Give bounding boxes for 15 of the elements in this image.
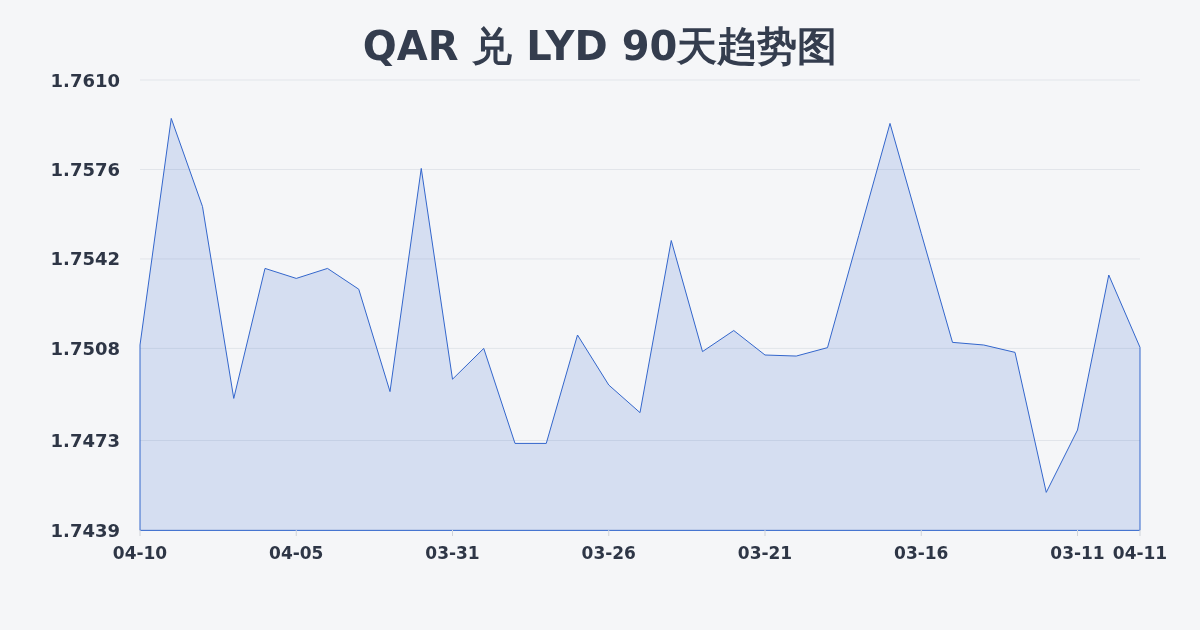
x-tick-label: 04-11	[1112, 543, 1168, 563]
y-tick-label: 1.7542	[50, 248, 120, 270]
y-tick-label: 1.7576	[50, 158, 120, 180]
x-tick-label: 03-21	[737, 543, 793, 563]
x-tick-label: 04-05	[269, 543, 324, 563]
y-tick-label: 1.7508	[50, 337, 120, 359]
x-tick-label: 03-26	[581, 543, 636, 563]
y-tick-label: 1.7610	[50, 69, 120, 91]
x-tick-label: 03-31	[425, 543, 480, 563]
y-tick-label: 1.7439	[50, 519, 120, 541]
x-tick-label: 04-10	[112, 543, 168, 563]
x-tick-label: 03-16	[894, 543, 949, 563]
chart-title: QAR 兑 LYD 90天趋势图	[362, 23, 838, 69]
x-tick-label: 03-11	[1050, 543, 1105, 563]
y-tick-label: 1.7473	[50, 430, 120, 452]
